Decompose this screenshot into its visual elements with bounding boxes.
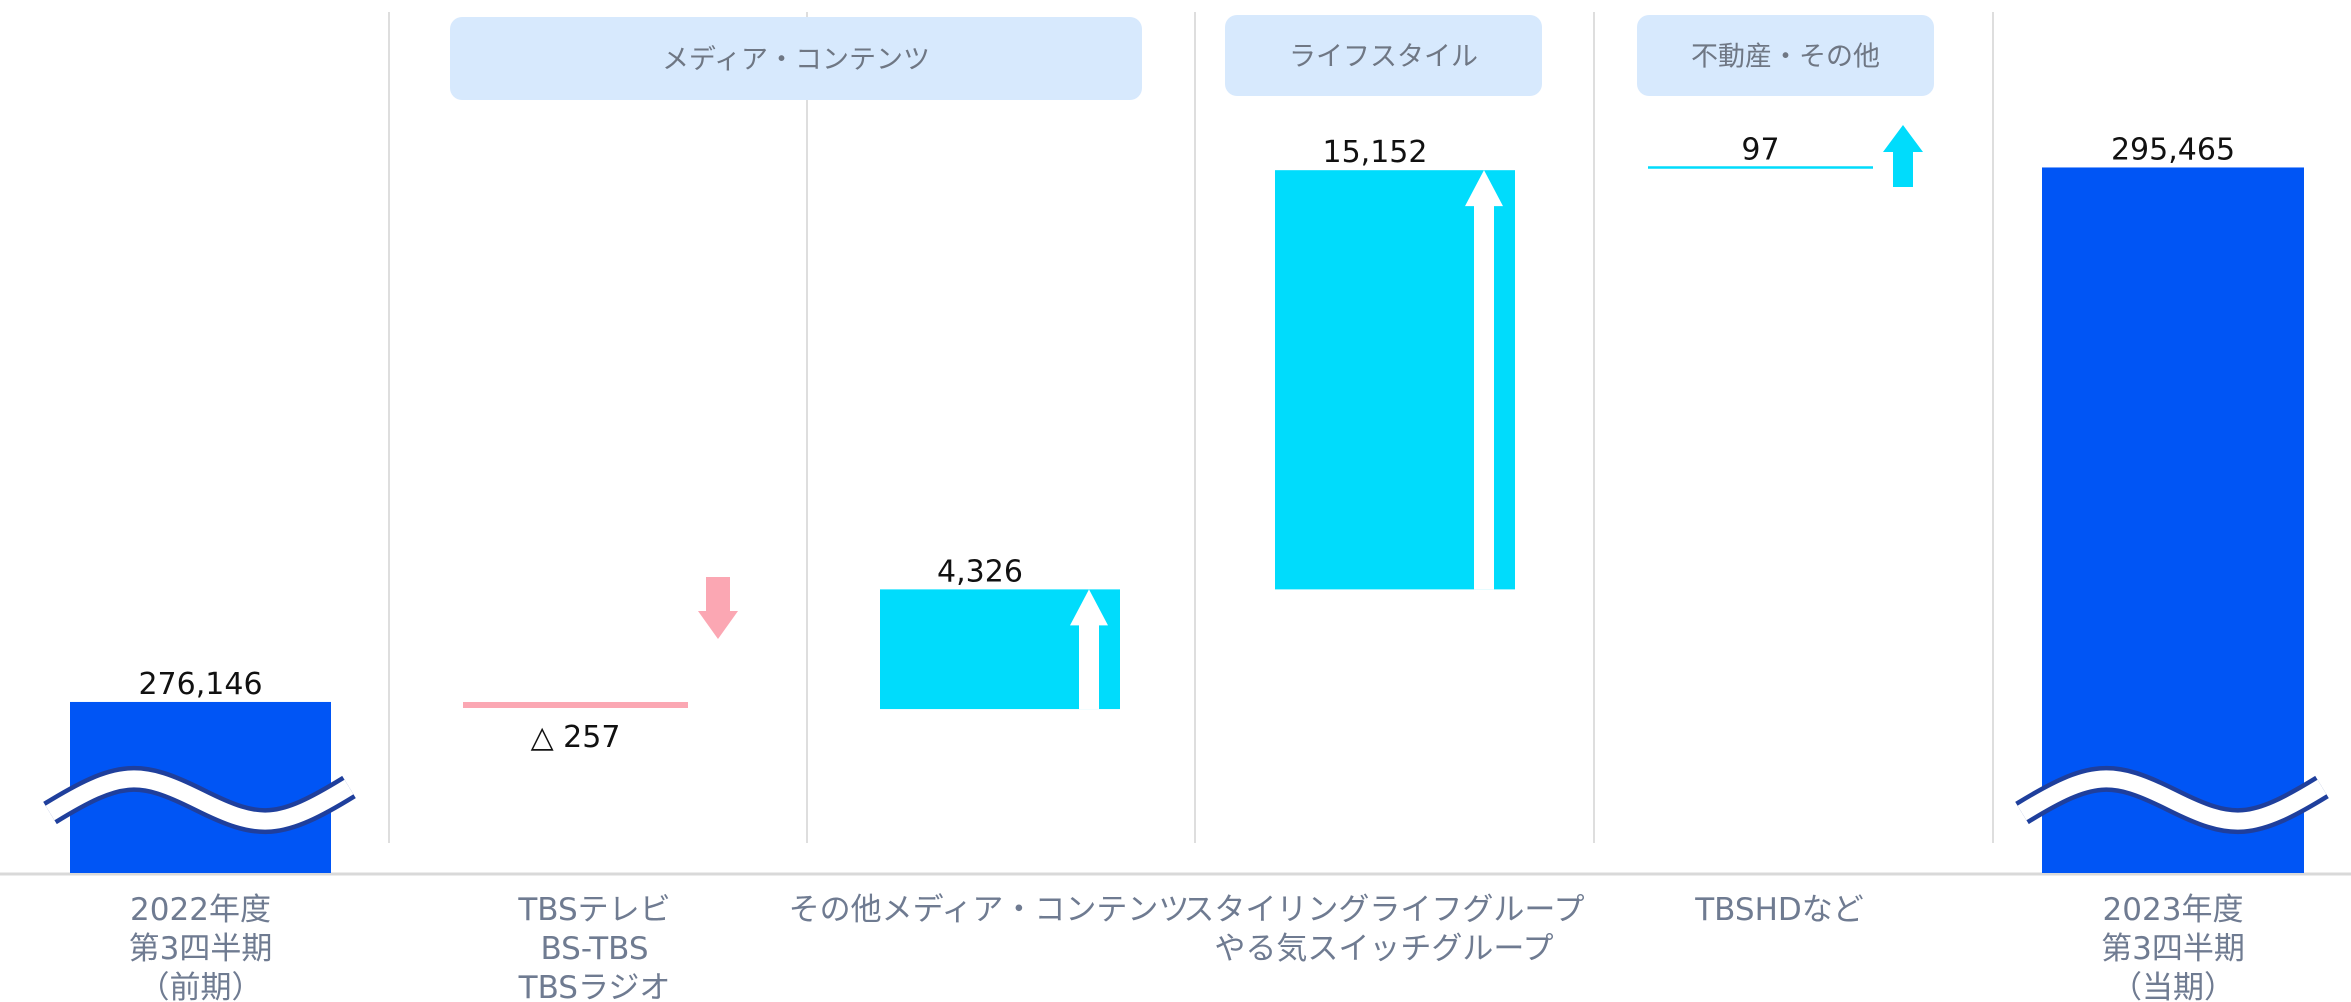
- axis-break-icon-0: [45, 770, 354, 830]
- bars: [70, 166, 2304, 874]
- category-label-0-line-3: （前期）: [139, 970, 263, 1002]
- group-header-label-2: ライフスタイル: [1289, 42, 1478, 73]
- value-label-2: 4,326: [937, 554, 1023, 589]
- category-label-0-line-1: 2022年度: [130, 892, 271, 928]
- arrow-up-icon-3: [1465, 170, 1503, 590]
- value-label-3: 15,152: [1323, 135, 1428, 170]
- category-label-5-line-2: 第3四半期: [2101, 931, 2245, 967]
- category-label-3-line-1: スタイリングライフグループ: [1183, 892, 1584, 928]
- column-dividers: [388, 12, 1994, 843]
- arrow-up-icon-2: [1070, 589, 1108, 710]
- category-labels: 2022年度第3四半期（前期）TBSテレビBS-TBSTBSラジオその他メディア…: [129, 892, 2245, 1002]
- category-label-5-line-1: 2023年度: [2103, 892, 2244, 928]
- category-label-1-line-3: TBSラジオ: [518, 970, 671, 1002]
- group-header-2: [1225, 15, 1542, 96]
- arrows: [698, 125, 1923, 710]
- value-labels: 276,146 △ 257 4,326 15,152 97 295,465: [138, 132, 2235, 754]
- bar-total-5: [2042, 167, 2304, 874]
- category-label-0-line-2: 第3四半期: [129, 931, 273, 967]
- value-label-0: 276,146: [138, 667, 262, 702]
- axis-breaks: [43, 765, 2329, 835]
- group-header-1: [450, 17, 1142, 100]
- category-label-1-line-2: BS-TBS: [540, 931, 648, 967]
- category-label-4-line-1: TBSHDなど: [1694, 892, 1864, 928]
- arrow-up-icon-4: [1883, 125, 1923, 187]
- group-header-3: [1637, 15, 1934, 96]
- group-header-label-1: メディア・コンテンツ: [662, 45, 930, 76]
- category-label-3-line-2: やる気スイッチグループ: [1214, 931, 1553, 967]
- value-label-5: 295,465: [2111, 132, 2235, 167]
- value-label-1: △ 257: [531, 720, 621, 755]
- arrow-down-icon: [698, 577, 738, 639]
- axis-break-icon-5: [2017, 770, 2327, 830]
- value-label-4: 97: [1741, 132, 1779, 167]
- category-label-5-line-3: （当期）: [2111, 970, 2235, 1002]
- group-headers: メディア・コンテンツ ライフスタイル 不動産・その他: [450, 15, 1934, 100]
- category-label-2-line-1: その他メディア・コンテンツ: [789, 892, 1190, 928]
- group-header-label-3: 不動産・その他: [1691, 42, 1880, 73]
- category-label-1-line-1: TBSテレビ: [517, 892, 670, 928]
